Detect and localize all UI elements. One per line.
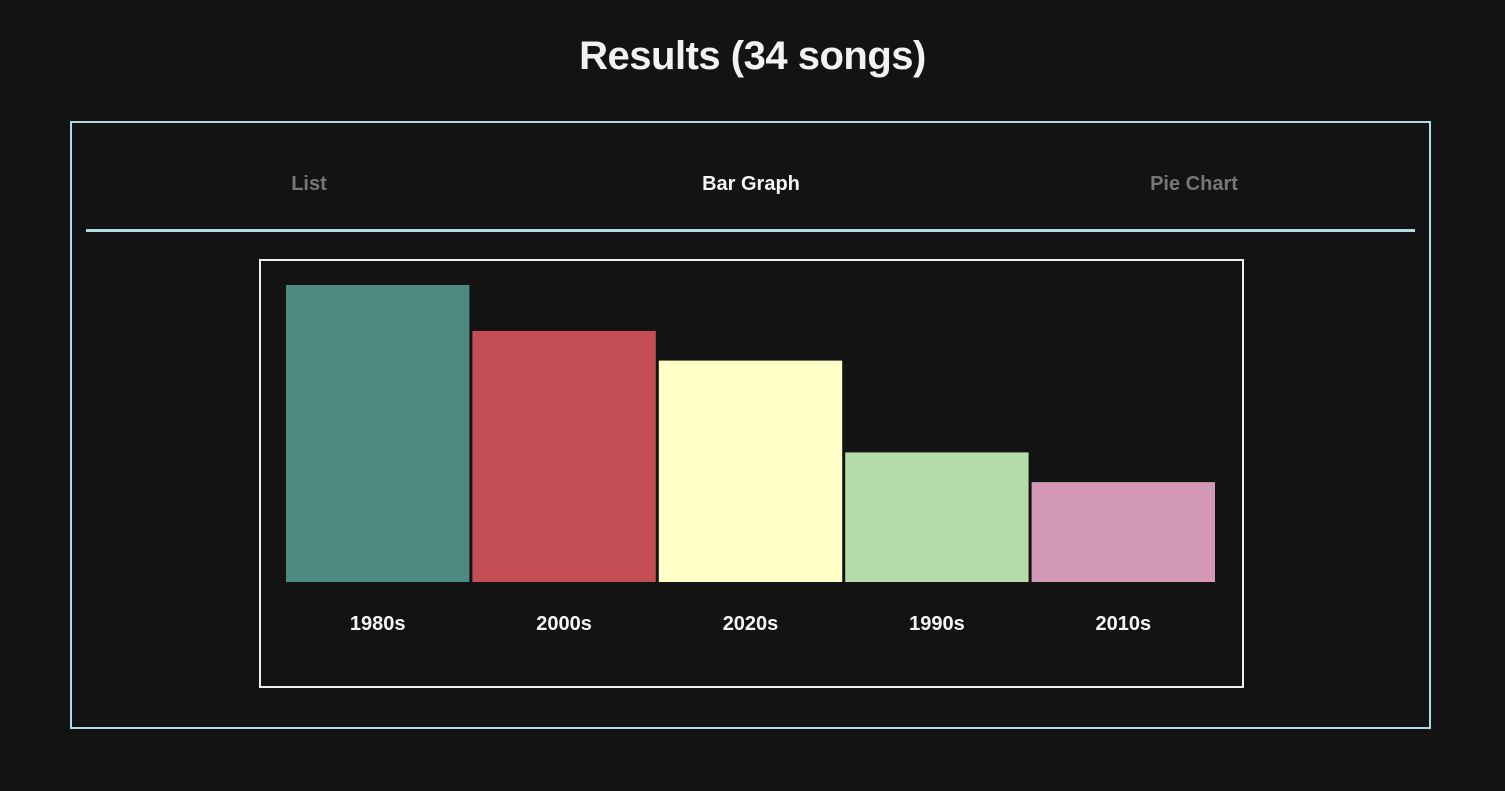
view-tabs: List Bar Graph Pie Chart bbox=[86, 123, 1415, 232]
tab-pie-chart[interactable]: Pie Chart bbox=[1150, 173, 1238, 195]
bar-chart-canvas: 1980s 2000s 2020s 1990s 2010s bbox=[286, 285, 1215, 635]
bar-chart: 1980s 2000s 2020s 1990s 2010s bbox=[259, 259, 1244, 688]
results-panel: List Bar Graph Pie Chart 1980s 2000s 2020s… bbox=[70, 121, 1431, 729]
bar-1990s[interactable] bbox=[845, 452, 1029, 582]
tab-list[interactable]: List bbox=[291, 173, 327, 195]
category-label-1990s: 1990s bbox=[909, 613, 965, 635]
bar-2010s[interactable] bbox=[1031, 482, 1215, 582]
category-label-2010s: 2010s bbox=[1095, 613, 1151, 635]
category-label-1980s: 1980s bbox=[350, 613, 406, 635]
bar-2020s[interactable] bbox=[658, 360, 843, 582]
page-title: Results (34 songs) bbox=[579, 34, 926, 78]
bar-1980s[interactable] bbox=[286, 285, 470, 582]
category-label-2000s: 2000s bbox=[536, 613, 592, 635]
category-label-2020s: 2020s bbox=[723, 613, 779, 635]
bar-2000s[interactable] bbox=[472, 330, 656, 582]
tab-bar-graph[interactable]: Bar Graph bbox=[702, 173, 800, 195]
